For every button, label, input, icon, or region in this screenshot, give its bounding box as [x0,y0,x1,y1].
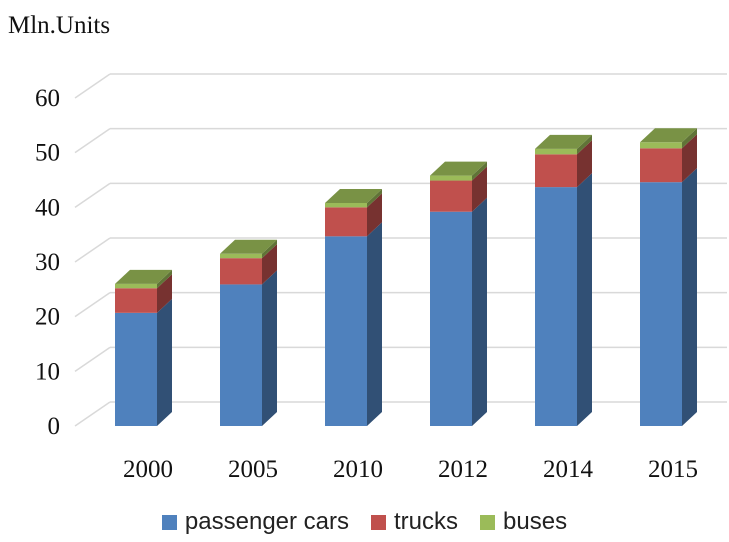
bar-2000-buses [115,269,172,289]
bar-2005-buses [220,239,277,259]
bar-2005-passenger-cars [220,270,277,426]
bar-2000-buses-front [115,283,157,289]
bar-2012-passenger-cars [430,197,487,426]
bar-2005-trucks [220,244,277,285]
bar-2010-buses-side [367,188,382,208]
y-tick-label: 30 [35,249,60,276]
bar-2012-buses-top [430,161,487,176]
bar-2010-trucks-front [325,207,367,237]
y-tick-label: 40 [35,194,60,221]
bar-2015-passenger-cars [640,168,697,427]
bar-2000-passenger-cars-side [157,298,172,426]
legend-swatch-trucks [371,514,387,530]
gridline-diagonal-60 [74,73,111,99]
x-tick-label: 2015 [648,456,698,483]
bar-2014-passenger-cars [535,173,592,426]
bar-2010-buses-top [325,188,382,203]
bar-2014-buses-front [535,148,577,155]
bar-2000-trucks-front [115,288,157,313]
legend-label-trucks: trucks [394,508,459,535]
y-tick-label: 60 [35,85,60,112]
bar-2012-buses-side [472,161,487,181]
bar-2010-passenger-cars-side [367,222,382,426]
bar-2014-trucks [535,140,592,188]
bar-2005-passenger-cars-side [262,270,277,426]
y-tick-label: 20 [35,304,60,331]
bar-2014-trucks-front [535,154,577,188]
gridline-diagonal-20 [74,292,111,318]
bar-2015-buses-side [682,128,697,149]
bar-2010-passenger-cars [325,222,382,426]
bar-2005-buses-top [220,239,277,254]
bar-2015-passenger-cars-front [640,182,682,426]
bar-2015-buses-front [640,142,682,149]
bar-2014-buses-side [577,134,592,155]
bar-2015-buses-top [640,128,697,143]
y-tick-label: 10 [35,358,60,385]
bar-2000-passenger-cars-front [115,312,157,426]
grid-layer [74,73,727,427]
bar-2010-passenger-cars-front [325,236,367,426]
bar-2000-buses-side [157,269,172,289]
legend-label-buses: buses [503,508,568,535]
bar-2015-trucks-front [640,148,682,183]
bar-2014-buses [535,134,592,155]
bar-2000-passenger-cars [115,298,172,426]
x-tick-label: 2014 [543,456,594,483]
bar-2010-trucks-side [367,193,382,237]
gridline-diagonal-10 [74,346,111,372]
x-tick-label: 2000 [123,456,173,483]
legend-label-passenger-cars: passenger cars [184,508,350,535]
gridline-diagonal-30 [74,237,111,263]
gridline-diagonal-50 [74,128,111,154]
bar-2005-buses-front [220,253,262,259]
gridline-diagonal-0 [74,401,111,427]
bar-2005-trucks-front [220,258,262,285]
gridline-diagonal-40 [74,182,111,208]
bar-2010-trucks [325,193,382,237]
legend-item-trucks: trucks [371,508,458,536]
bar-2015-trucks-side [682,134,697,183]
bar-2012-buses [430,161,487,181]
bar-2012-trucks [430,166,487,212]
legend: passenger cars trucks buses [0,508,729,536]
legend-swatch-buses [480,514,496,530]
x-tick-label: 2005 [228,456,278,483]
legend-item-buses: buses [480,508,567,536]
bar-2012-buses-front [430,175,472,181]
bar-2014-trucks-side [577,140,592,188]
bar-2000-trucks-side [157,274,172,313]
bar-2005-buses-side [262,239,277,259]
bar-2012-passenger-cars-side [472,197,487,426]
bar-2015-buses [640,128,697,149]
bar-2005-passenger-cars-front [220,284,262,426]
bar-2000-trucks [115,274,172,313]
bar-2012-passenger-cars-front [430,211,472,426]
bar-2015-passenger-cars-side [682,168,697,427]
x-axis-ticks: 2000 2005 2010 2012 2014 2015 [123,456,698,483]
legend-swatch-passenger-cars [161,514,177,530]
bar-2012-trucks-side [472,166,487,212]
y-tick-label: 50 [35,140,60,167]
bar-2000-buses-top [115,269,172,284]
y-tick-label: 0 [48,413,61,440]
bar-2015-trucks [640,134,697,183]
unit-label: Mln.Units [8,12,111,39]
x-tick-label: 2012 [438,456,488,483]
bar-2014-buses-top [535,134,592,149]
x-tick-label: 2010 [333,456,383,483]
bar-2005-trucks-side [262,244,277,285]
y-axis-ticks: 0 10 20 30 40 50 60 [35,85,60,440]
bar-2010-buses-front [325,202,367,208]
bars-layer [115,128,697,427]
legend-item-passenger-cars: passenger cars [161,508,350,536]
bar-2010-buses [325,188,382,208]
bar-2014-passenger-cars-side [577,173,592,426]
bar-2014-passenger-cars-front [535,187,577,426]
bar-2012-trucks-front [430,180,472,212]
